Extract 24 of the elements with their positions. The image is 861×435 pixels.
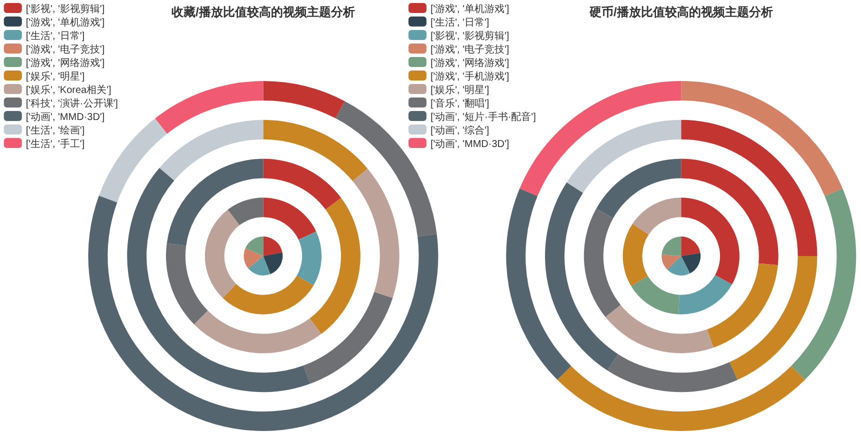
legend-label: ['游戏', '单机游戏']: [430, 2, 510, 15]
legend-label: ['科技', '演讲·公开课']: [26, 97, 118, 110]
chart-title: 硬币/播放比值较高的视频主题分析: [588, 5, 773, 19]
legend-label: ['动画', '综合']: [430, 124, 490, 136]
legend-label: ['生活', '日常']: [430, 16, 490, 28]
legend-label: ['游戏', '电子竞技']: [430, 43, 510, 56]
legend-label: ['影视', '影视剪辑']: [430, 30, 510, 42]
legend-label: ['游戏', '手机游戏']: [430, 70, 510, 82]
legend-label: ['音乐', '翻唱']: [430, 97, 490, 110]
legend-label: ['游戏', '网络游戏']: [430, 56, 510, 69]
legend-label: ['游戏', '网络游戏']: [26, 56, 105, 69]
legend-label: ['娱乐', 'Korea相关']: [26, 84, 112, 96]
legend-label: ['动画', '短片·手书·配音']: [430, 110, 536, 123]
legend-label: ['游戏', '单机游戏']: [26, 16, 105, 28]
legend-label: ['动画', 'MMD·3D']: [26, 112, 105, 123]
chart-title: 收藏/播放比值较高的视频主题分析: [172, 5, 355, 19]
legend-label: ['娱乐', '明星']: [26, 70, 85, 82]
legend-label: ['动画', 'MMD·3D']: [430, 138, 510, 150]
legend-label: ['影视', '影视剪辑']: [26, 2, 105, 15]
legend-label: ['生活', '手工']: [26, 138, 85, 150]
legend-label: ['游戏', '电子竞技']: [26, 43, 105, 56]
legend-label: ['生活', '日常']: [26, 30, 85, 42]
legend-label: ['生活', '绘画']: [26, 124, 85, 136]
legend-label: ['娱乐', '明星']: [430, 84, 490, 96]
